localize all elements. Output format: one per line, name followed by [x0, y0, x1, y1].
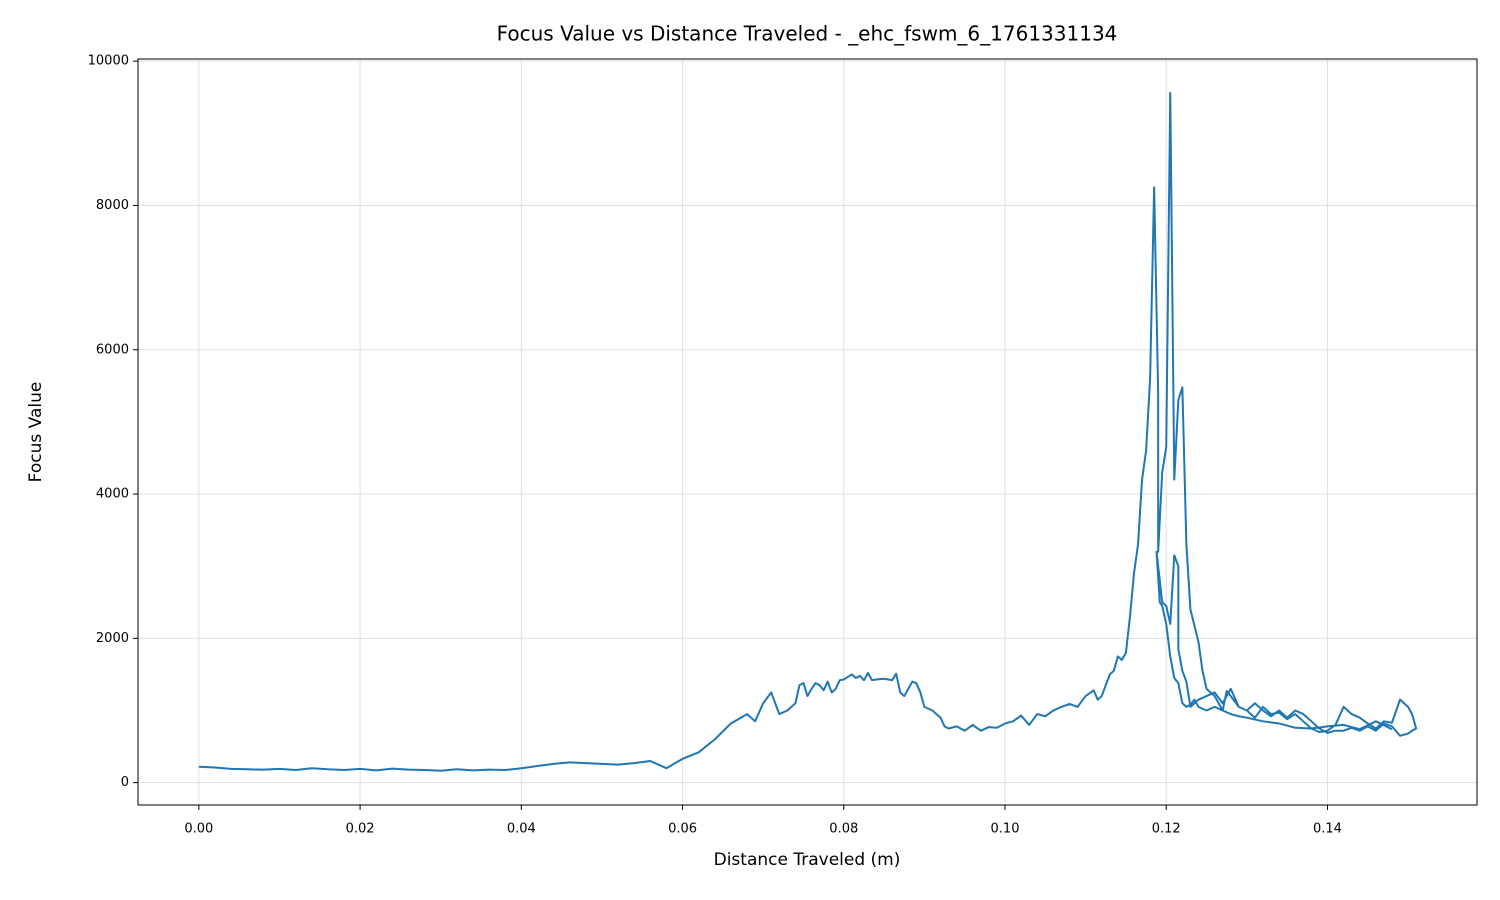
- x-tick-label: 0.08: [829, 822, 858, 837]
- y-tick-label: 10000: [88, 54, 129, 69]
- x-tick-label: 0.00: [184, 822, 213, 837]
- plot-frame: [137, 58, 1478, 806]
- y-tick-label: 6000: [96, 342, 129, 357]
- x-tick-label: 0.12: [1152, 822, 1181, 837]
- y-tick-label: 2000: [96, 631, 129, 646]
- x-tick-label: 0.04: [507, 822, 536, 837]
- x-tick-label: 0.14: [1313, 822, 1342, 837]
- x-tick-label: 0.10: [991, 822, 1020, 837]
- y-tick-label: 0: [121, 775, 129, 790]
- x-tick-label: 0.06: [668, 822, 697, 837]
- x-axis-label: Distance Traveled (m): [714, 850, 901, 870]
- x-tick-label: 0.02: [346, 822, 375, 837]
- chart-title: Focus Value vs Distance Traveled - _ehc_…: [497, 22, 1118, 46]
- y-tick-label: 8000: [96, 198, 129, 213]
- y-tick-label: 4000: [96, 487, 129, 502]
- data-line: [198, 91, 1418, 772]
- y-axis-label: Focus Value: [26, 382, 46, 483]
